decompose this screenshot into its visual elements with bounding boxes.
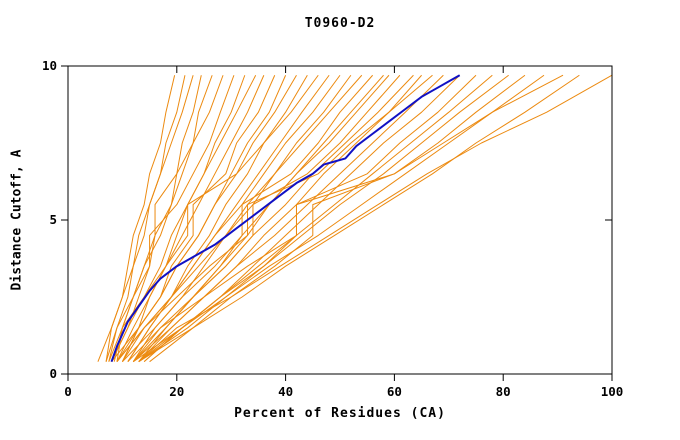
x-tick-label: 60 — [387, 384, 402, 399]
model-curve — [132, 74, 444, 363]
model-curve — [138, 74, 384, 362]
model-curve — [138, 74, 509, 363]
x-axis-label: Percent of Residues (CA) — [234, 406, 446, 421]
model-curve — [122, 74, 390, 363]
model-curve — [121, 75, 246, 362]
x-tick-label: 40 — [278, 384, 293, 399]
x-tick-label: 0 — [64, 384, 72, 399]
y-tick-label: 10 — [42, 58, 57, 73]
x-tick-label: 100 — [601, 384, 624, 399]
model-curve — [138, 74, 613, 363]
model-curve — [127, 74, 414, 363]
model-curve — [113, 75, 235, 362]
model-curve — [116, 74, 297, 362]
model-curve — [97, 75, 194, 362]
y-tick-label: 0 — [49, 366, 57, 381]
model-curve — [132, 74, 564, 362]
model-curve — [138, 74, 580, 363]
model-curve — [108, 75, 186, 362]
model-curve — [116, 74, 363, 362]
plot-title: T0960-D2 — [304, 16, 376, 31]
model-curve — [116, 75, 265, 362]
y-axis-label: Distance Cutoff, A — [9, 149, 25, 291]
x-tick-label: 80 — [496, 384, 511, 399]
model-curve — [108, 74, 319, 362]
model-curve — [132, 74, 401, 363]
model-curve — [149, 74, 526, 363]
y-tick-label: 5 — [49, 212, 57, 227]
x-tick-label: 20 — [169, 384, 184, 399]
model-curve — [111, 75, 257, 362]
highlighted-model-curve — [110, 74, 461, 363]
